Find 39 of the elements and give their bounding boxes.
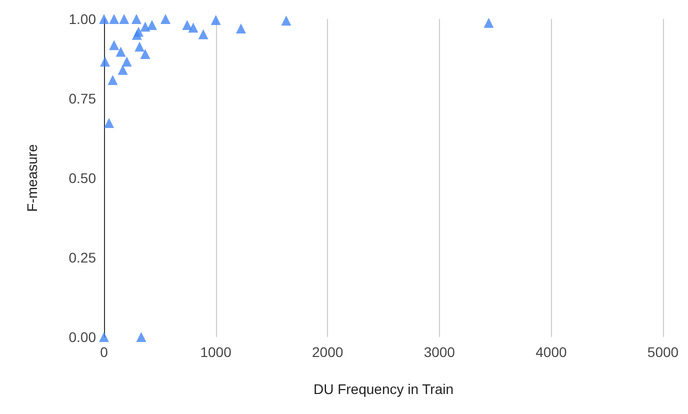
point bbox=[109, 14, 120, 24]
point bbox=[182, 20, 192, 30]
point bbox=[131, 14, 142, 24]
point bbox=[108, 75, 118, 86]
y-tick-label: 0.75 bbox=[68, 90, 96, 106]
point bbox=[140, 48, 150, 59]
x-axis-title: DU Frequency in Train bbox=[313, 381, 454, 397]
point bbox=[281, 16, 292, 26]
point bbox=[210, 14, 221, 25]
point bbox=[100, 56, 110, 67]
x-tick-label: 2000 bbox=[312, 344, 344, 360]
x-tick-label: 0 bbox=[100, 344, 108, 360]
point bbox=[119, 14, 130, 24]
point bbox=[188, 22, 198, 33]
point bbox=[146, 20, 157, 30]
point bbox=[132, 30, 142, 40]
y-tick-label: 1.00 bbox=[68, 11, 96, 27]
y-tick-label: 0.50 bbox=[68, 170, 96, 186]
x-tick-label: 1000 bbox=[200, 344, 232, 360]
y-axis-title: F-measure bbox=[24, 144, 40, 212]
x-tick-label: 5000 bbox=[647, 344, 679, 360]
point bbox=[236, 24, 246, 34]
point bbox=[134, 42, 145, 52]
point bbox=[116, 46, 126, 57]
point bbox=[160, 14, 170, 24]
y-tick-label: 0.25 bbox=[68, 250, 96, 266]
point bbox=[118, 64, 128, 75]
point bbox=[484, 18, 494, 28]
point bbox=[104, 118, 114, 128]
point bbox=[99, 14, 109, 24]
point bbox=[140, 22, 150, 32]
x-tick-label: 3000 bbox=[424, 344, 456, 360]
point bbox=[198, 29, 208, 40]
point bbox=[136, 332, 146, 342]
point bbox=[99, 332, 109, 342]
x-tick-label: 4000 bbox=[536, 344, 567, 360]
point bbox=[122, 56, 132, 67]
point bbox=[109, 40, 120, 50]
y-tick-label: 0.00 bbox=[68, 329, 96, 345]
